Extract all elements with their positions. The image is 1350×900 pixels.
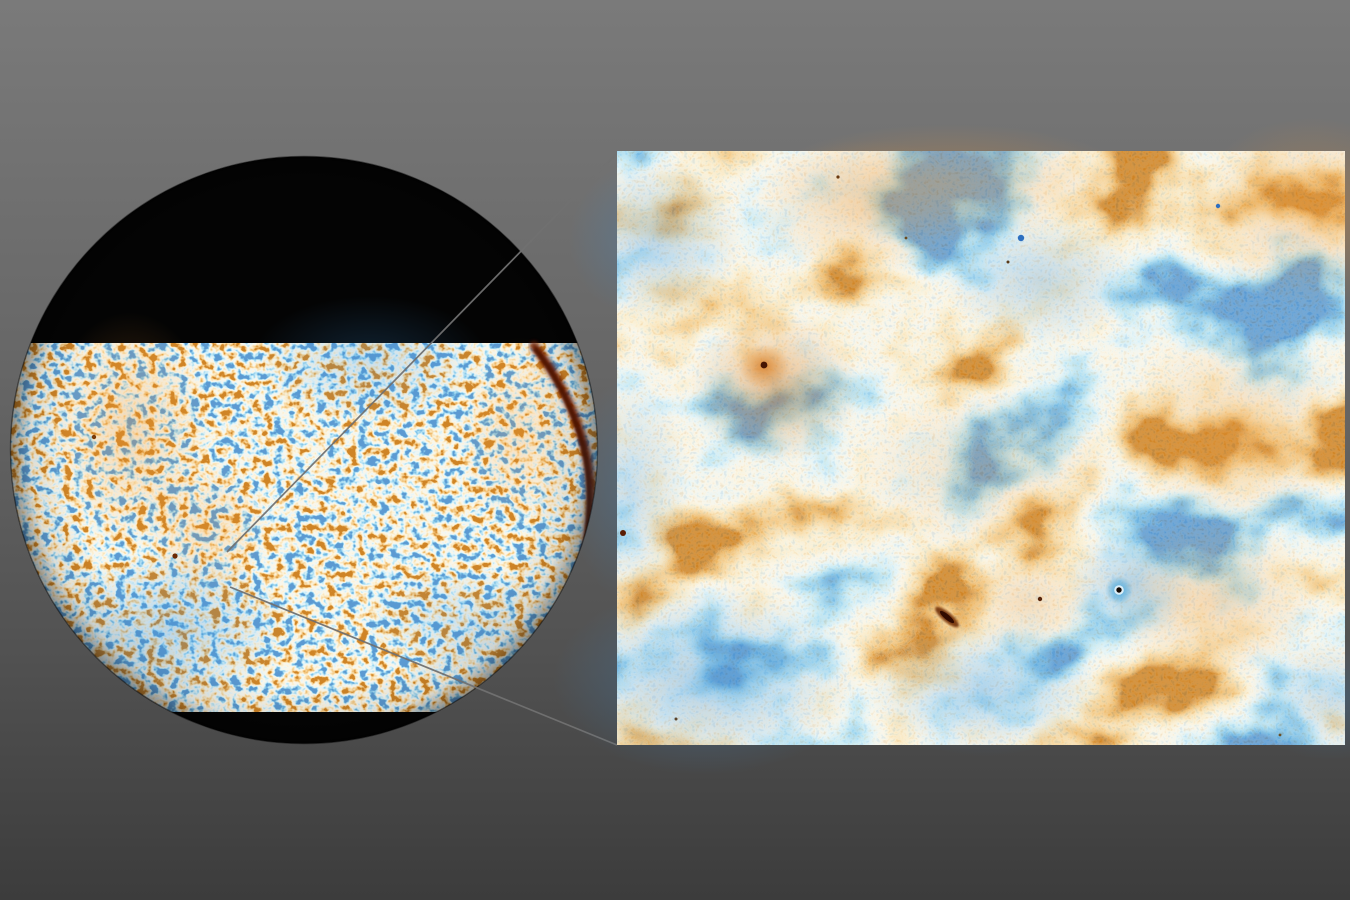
point-source-orange-peak xyxy=(738,344,790,388)
point-source-speck xyxy=(1006,260,1010,264)
panel-blue-region xyxy=(570,378,690,602)
panel-blue-region xyxy=(867,624,1103,756)
connector-line-lower xyxy=(229,586,618,746)
point-source-comet-streak xyxy=(935,606,959,628)
panel-blue-region xyxy=(1246,640,1350,760)
point-source-blue-halo-dot xyxy=(1105,576,1133,604)
zoom-connector-lines xyxy=(226,151,619,746)
panel-orange-region xyxy=(1194,117,1350,307)
panel-orange-region xyxy=(689,312,861,464)
sphere-limb-shade xyxy=(10,156,598,744)
point-source-speck xyxy=(1215,203,1221,209)
panel-orange-region xyxy=(1116,330,1350,530)
point-source-speck xyxy=(620,530,626,536)
panel-blue-region xyxy=(553,585,857,775)
panel-blue-region xyxy=(944,214,1136,346)
point-source-speck xyxy=(904,236,908,240)
cmb-zoom-panel xyxy=(553,117,1350,775)
panel-orange-region xyxy=(853,385,1117,555)
point-source-speck xyxy=(1037,596,1043,602)
panel-blue-region xyxy=(569,158,741,322)
connector-line-upper xyxy=(226,151,619,553)
cmb-sphere xyxy=(9,155,599,745)
point-source-speck xyxy=(674,717,678,721)
panel-orange-region xyxy=(750,140,990,280)
point-source-speck xyxy=(1278,733,1282,737)
point-source-speck xyxy=(1017,234,1025,242)
point-source-speck xyxy=(836,175,840,179)
